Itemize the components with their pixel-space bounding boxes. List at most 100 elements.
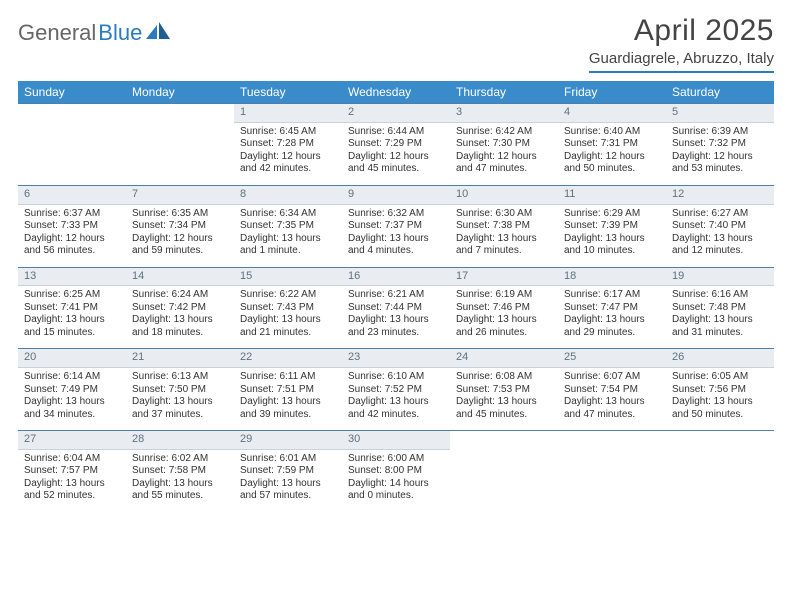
title-block: April 2025 Guardiagrele, Abruzzo, Italy xyxy=(589,14,774,73)
brand-part1: General xyxy=(18,20,96,46)
page-header: GeneralBlue April 2025 Guardiagrele, Abr… xyxy=(18,14,774,73)
day-dl1: Daylight: 13 hours xyxy=(564,396,660,409)
day-dl1: Daylight: 13 hours xyxy=(672,314,768,327)
day-number-cell xyxy=(18,104,126,123)
day-number-cell: 1 xyxy=(234,104,342,123)
day-cell: Sunrise: 6:14 AMSunset: 7:49 PMDaylight:… xyxy=(18,368,126,431)
day-cell xyxy=(558,449,666,512)
week-daynum-row: 13141516171819 xyxy=(18,267,774,286)
day-dl1: Daylight: 12 hours xyxy=(348,151,444,164)
day-sr: Sunrise: 6:45 AM xyxy=(240,126,336,139)
day-cell: Sunrise: 6:19 AMSunset: 7:46 PMDaylight:… xyxy=(450,286,558,349)
day-cell: Sunrise: 6:27 AMSunset: 7:40 PMDaylight:… xyxy=(666,204,774,267)
day-header: Tuesday xyxy=(234,81,342,104)
day-header: Saturday xyxy=(666,81,774,104)
day-dl1: Daylight: 12 hours xyxy=(24,233,120,246)
day-ss: Sunset: 7:53 PM xyxy=(456,384,552,397)
day-dl1: Daylight: 13 hours xyxy=(132,478,228,491)
day-dl2: and 53 minutes. xyxy=(672,163,768,176)
day-dl2: and 34 minutes. xyxy=(24,409,120,422)
day-number-cell: 25 xyxy=(558,349,666,368)
day-ss: Sunset: 7:47 PM xyxy=(564,302,660,315)
day-sr: Sunrise: 6:05 AM xyxy=(672,371,768,384)
day-number-cell: 17 xyxy=(450,267,558,286)
day-dl1: Daylight: 13 hours xyxy=(456,233,552,246)
day-ss: Sunset: 7:54 PM xyxy=(564,384,660,397)
day-cell: Sunrise: 6:32 AMSunset: 7:37 PMDaylight:… xyxy=(342,204,450,267)
day-sr: Sunrise: 6:32 AM xyxy=(348,208,444,221)
day-ss: Sunset: 7:32 PM xyxy=(672,138,768,151)
day-sr: Sunrise: 6:24 AM xyxy=(132,289,228,302)
day-sr: Sunrise: 6:22 AM xyxy=(240,289,336,302)
day-dl1: Daylight: 13 hours xyxy=(240,314,336,327)
day-ss: Sunset: 7:40 PM xyxy=(672,220,768,233)
day-sr: Sunrise: 6:44 AM xyxy=(348,126,444,139)
day-cell: Sunrise: 6:10 AMSunset: 7:52 PMDaylight:… xyxy=(342,368,450,431)
day-dl1: Daylight: 13 hours xyxy=(456,314,552,327)
day-ss: Sunset: 8:00 PM xyxy=(348,465,444,478)
day-dl2: and 47 minutes. xyxy=(456,163,552,176)
day-cell: Sunrise: 6:40 AMSunset: 7:31 PMDaylight:… xyxy=(558,122,666,185)
day-number-cell xyxy=(558,431,666,450)
day-cell: Sunrise: 6:44 AMSunset: 7:29 PMDaylight:… xyxy=(342,122,450,185)
day-dl1: Daylight: 14 hours xyxy=(348,478,444,491)
day-dl2: and 0 minutes. xyxy=(348,490,444,503)
day-number-cell: 16 xyxy=(342,267,450,286)
day-ss: Sunset: 7:42 PM xyxy=(132,302,228,315)
day-ss: Sunset: 7:44 PM xyxy=(348,302,444,315)
day-cell xyxy=(126,122,234,185)
day-cell: Sunrise: 6:45 AMSunset: 7:28 PMDaylight:… xyxy=(234,122,342,185)
day-dl1: Daylight: 13 hours xyxy=(348,314,444,327)
day-dl2: and 47 minutes. xyxy=(564,409,660,422)
day-dl1: Daylight: 13 hours xyxy=(240,396,336,409)
day-number-cell: 28 xyxy=(126,431,234,450)
day-number-cell: 23 xyxy=(342,349,450,368)
day-dl2: and 29 minutes. xyxy=(564,327,660,340)
day-number-cell: 30 xyxy=(342,431,450,450)
day-sr: Sunrise: 6:16 AM xyxy=(672,289,768,302)
week-body-row: Sunrise: 6:45 AMSunset: 7:28 PMDaylight:… xyxy=(18,122,774,185)
day-dl2: and 26 minutes. xyxy=(456,327,552,340)
day-dl2: and 4 minutes. xyxy=(348,245,444,258)
day-dl1: Daylight: 13 hours xyxy=(24,396,120,409)
day-number-cell: 27 xyxy=(18,431,126,450)
day-sr: Sunrise: 6:07 AM xyxy=(564,371,660,384)
day-number-cell xyxy=(126,104,234,123)
day-number-cell: 18 xyxy=(558,267,666,286)
day-dl2: and 23 minutes. xyxy=(348,327,444,340)
day-dl2: and 37 minutes. xyxy=(132,409,228,422)
day-dl2: and 15 minutes. xyxy=(24,327,120,340)
day-header: Wednesday xyxy=(342,81,450,104)
day-sr: Sunrise: 6:11 AM xyxy=(240,371,336,384)
day-number-cell: 10 xyxy=(450,185,558,204)
day-ss: Sunset: 7:38 PM xyxy=(456,220,552,233)
day-cell: Sunrise: 6:35 AMSunset: 7:34 PMDaylight:… xyxy=(126,204,234,267)
day-number-cell: 22 xyxy=(234,349,342,368)
day-sr: Sunrise: 6:00 AM xyxy=(348,453,444,466)
day-sr: Sunrise: 6:25 AM xyxy=(24,289,120,302)
day-dl2: and 59 minutes. xyxy=(132,245,228,258)
day-number-cell xyxy=(666,431,774,450)
day-dl1: Daylight: 12 hours xyxy=(240,151,336,164)
day-dl1: Daylight: 12 hours xyxy=(132,233,228,246)
brand-logo: GeneralBlue xyxy=(18,14,172,46)
day-ss: Sunset: 7:46 PM xyxy=(456,302,552,315)
day-ss: Sunset: 7:51 PM xyxy=(240,384,336,397)
day-cell: Sunrise: 6:42 AMSunset: 7:30 PMDaylight:… xyxy=(450,122,558,185)
day-ss: Sunset: 7:56 PM xyxy=(672,384,768,397)
day-ss: Sunset: 7:28 PM xyxy=(240,138,336,151)
day-ss: Sunset: 7:29 PM xyxy=(348,138,444,151)
day-dl2: and 50 minutes. xyxy=(564,163,660,176)
day-dl2: and 10 minutes. xyxy=(564,245,660,258)
day-ss: Sunset: 7:41 PM xyxy=(24,302,120,315)
week-daynum-row: 27282930 xyxy=(18,431,774,450)
day-dl1: Daylight: 12 hours xyxy=(456,151,552,164)
day-ss: Sunset: 7:43 PM xyxy=(240,302,336,315)
day-header-row: Sunday Monday Tuesday Wednesday Thursday… xyxy=(18,81,774,104)
day-number-cell: 26 xyxy=(666,349,774,368)
day-dl1: Daylight: 13 hours xyxy=(240,478,336,491)
day-ss: Sunset: 7:30 PM xyxy=(456,138,552,151)
day-cell: Sunrise: 6:30 AMSunset: 7:38 PMDaylight:… xyxy=(450,204,558,267)
day-number-cell: 8 xyxy=(234,185,342,204)
day-number-cell: 15 xyxy=(234,267,342,286)
